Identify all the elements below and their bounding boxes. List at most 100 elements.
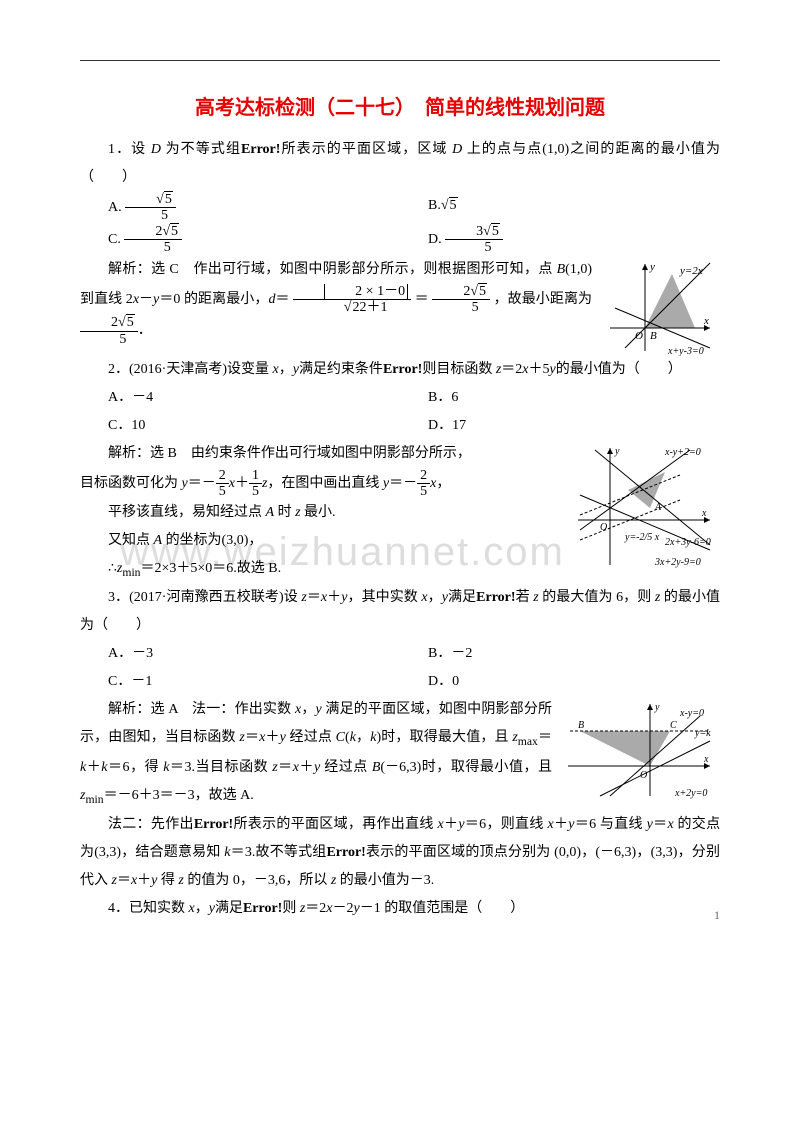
q4: 4．已知实数 x，y满足Error!则 z＝2x－2y－1 的取值范围是（ ） (80, 895, 720, 923)
q2-figure: x-y+2=0 2x+3y-6=0 3x+2y-9=0 y=-2/5 x O A… (570, 440, 720, 570)
q3y8: y (647, 817, 653, 832)
q3so1f: ＝6，得 (108, 760, 164, 775)
q3x2: x (421, 590, 427, 605)
q3z4: z (239, 730, 244, 745)
q2-stem: 2．(2016·天津高考)设变量 (108, 362, 273, 377)
q2-optD: D．17 (400, 412, 720, 440)
q2y4: y (383, 476, 389, 491)
q3s2b: 所表示的平面区域，再作出直线 (233, 817, 437, 832)
q3x3: x (295, 702, 301, 717)
q4err: Error! (243, 901, 282, 916)
q2s2po: ， (436, 476, 450, 491)
page-title: 高考达标检测（二十七） 简单的线性规划问题 (80, 91, 720, 120)
q2c: ， (279, 362, 293, 377)
q1-err: Error! (241, 142, 280, 157)
svg-text:y=-2/5 x: y=-2/5 x (624, 532, 660, 543)
svg-text:x+y-3=0: x+y-3=0 (667, 346, 704, 356)
sqrt5c: 5 (170, 223, 179, 239)
q1-sol-eq: ＝ (275, 292, 289, 307)
q3x6: x (438, 817, 444, 832)
q1-optC: C. 2√55 (80, 224, 400, 256)
svg-text:3x+2y-9=0: 3x+2y-9=0 (654, 557, 701, 568)
sqrt5d: 5 (491, 223, 500, 239)
q3-optC: C．－1 (80, 668, 400, 696)
q3s5: 的最大值为 6，则 (539, 590, 655, 605)
sqrt5b: 5 (449, 197, 458, 213)
q3min: min (85, 792, 103, 805)
q2-optC: C．10 (80, 412, 400, 440)
q3s2j: 的最小值为－3. (336, 873, 434, 888)
q2s2: 满足约束条件 (299, 362, 383, 377)
rootexpr: 22＋1 (351, 299, 388, 315)
q1-sol-3: － (139, 292, 153, 307)
q3: 3．(2017·河南豫西五校联考)设 z＝x＋y，其中实数 x，y满足Error… (80, 584, 720, 894)
q1-sol-1: 解析：选 C 作出可行域，如图中阴影部分所示，则根据图形可知，点 (108, 262, 557, 277)
q1-stem-2: 为不等式组 (161, 142, 241, 157)
q2s4po: 的坐标为(3,0)， (162, 533, 262, 548)
q1-optC-label: C. (108, 232, 121, 247)
q3s2i: 的值为 0，－3,6，所以 (184, 873, 331, 888)
q1-optA: A. √55 (80, 192, 400, 224)
q2A2: A (154, 533, 163, 548)
q3s2h: 得 (157, 873, 178, 888)
q3p: ＋ (327, 590, 341, 605)
q4s2: 满足 (215, 901, 243, 916)
q1-optA-label: A. (108, 200, 122, 215)
q3so1c: 经过点 (286, 730, 336, 745)
q4s: 4．已知实数 (108, 901, 189, 916)
svg-text:B: B (650, 330, 657, 342)
q2x3: x (229, 476, 235, 491)
q2s4p: 又知点 (108, 533, 154, 548)
q3s2c: ＝6，则直线 (465, 817, 548, 832)
q4m: －2 (333, 901, 354, 916)
q3so1g: ＝3.当目标函数 (169, 760, 272, 775)
q2s3po: 时 (274, 505, 295, 520)
svg-text:x-y=0: x-y=0 (679, 708, 704, 719)
svg-text:x: x (701, 508, 707, 519)
q1-D2: D (452, 142, 462, 157)
q2s3e: 最小. (301, 505, 336, 520)
svg-text:O: O (640, 770, 647, 781)
q2y3: y (182, 476, 188, 491)
q2-optB: B．6 (400, 384, 720, 412)
q3so1i: (－6,3)时，取得最小值，且 (380, 760, 552, 775)
q3s2f: ＝3.故不等式组 (230, 845, 326, 860)
q3k: k (350, 730, 356, 745)
q3-optB: B．－2 (400, 640, 720, 668)
q2s2m: ，在图中画出直线 (267, 476, 383, 491)
svg-text:y: y (649, 261, 655, 273)
svg-text:y=k: y=k (694, 728, 711, 739)
q3s2: ，其中实数 (347, 590, 421, 605)
q1-eq2: ＝ (415, 292, 433, 307)
q2s5b: ＝2×3＋5×0＝6.故选 B. (141, 561, 282, 576)
q1-optD-label: D. (428, 232, 442, 247)
q1: 1．设 D 为不等式组Error!所表示的平面区域，区域 D 上的点与点(1,0… (80, 136, 720, 356)
abs: 2 × 1－0 (324, 284, 408, 299)
q2eq: ＝2 (501, 362, 522, 377)
q3err: Error! (476, 590, 515, 605)
q3s: 3．(2017·河南豫西五校联考)设 (108, 590, 301, 605)
svg-text:y=2x: y=2x (679, 265, 703, 277)
svg-text:y: y (654, 702, 660, 713)
svg-text:A: A (654, 502, 662, 513)
q3so1d: )时，取得最大值，且 (376, 730, 512, 745)
q1-optB: B.√5 (400, 192, 720, 224)
q1-sol-4: ＝0 的距离最小， (159, 292, 268, 307)
svg-text:x: x (703, 754, 709, 765)
q3so1e: ＝ (538, 730, 552, 745)
q2s5: ∴ (108, 561, 117, 576)
q2p: ＋5 (529, 362, 550, 377)
q4s4: －1 的取值范围是（ ） (360, 901, 525, 916)
q1-figure: y=2x x+y-3=0 O B x y (600, 256, 720, 356)
q3C: C (336, 730, 345, 745)
svg-text:y: y (614, 446, 620, 457)
q2s2p: 目标函数可化为 (80, 476, 182, 491)
svg-text:x-y+2=0: x-y+2=0 (664, 447, 701, 458)
q2min: min (122, 566, 140, 579)
q3s4: 若 (516, 590, 534, 605)
q3max: max (518, 735, 538, 748)
q4c: ， (195, 901, 209, 916)
q3z5: z (272, 760, 277, 775)
q3so1: 解析：选 A 法一：作出实数 (108, 702, 295, 717)
q2s3p: 平移该直线，易知经过点 (108, 505, 266, 520)
